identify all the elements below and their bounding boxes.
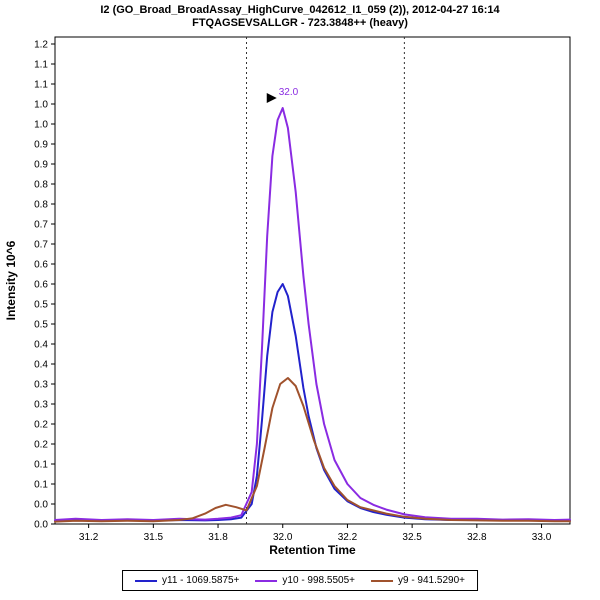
y-tick-label: 0.8 <box>34 180 48 191</box>
peak-apex-arrow-icon <box>266 93 277 103</box>
y-tick-label: 0.0 <box>34 520 48 531</box>
chart-title: I2 (GO_Broad_BroadAssay_HighCurve_042612… <box>100 4 500 16</box>
x-tick-label: 31.2 <box>79 532 99 543</box>
y-tick-label: 0.5 <box>34 300 48 311</box>
y-tick-label: 0.0 <box>34 500 48 511</box>
y-tick-label: 0.4 <box>34 340 48 351</box>
trace-y9[interactable] <box>54 377 571 523</box>
y-tick-label: 1.2 <box>34 40 48 51</box>
legend-swatch-y10 <box>255 579 278 582</box>
legend-item-y11: y11 - 1069.5875+ <box>135 575 239 586</box>
y-tick-label: 0.4 <box>34 360 48 371</box>
x-tick-label: 31.5 <box>144 532 164 543</box>
y-tick-label: 0.9 <box>34 140 48 151</box>
x-tick-label: 32.0 <box>273 532 293 543</box>
plot-area[interactable] <box>54 36 571 525</box>
y-tick-label: 0.8 <box>34 200 48 211</box>
x-tick-label: 33.0 <box>532 532 552 543</box>
y-tick-label: 1.0 <box>34 100 48 111</box>
trace-y10[interactable] <box>54 107 571 521</box>
y-tick-label: 0.7 <box>34 220 48 231</box>
y-tick-label: 0.9 <box>34 160 48 171</box>
y-tick-label: 0.3 <box>34 380 48 391</box>
y-tick-label: 1.0 <box>34 120 48 131</box>
x-tick-label: 32.2 <box>338 532 358 543</box>
legend: y11 - 1069.5875+ y10 - 998.5505+ y9 - 941.… <box>122 570 478 591</box>
legend-label-y9: y9 - 941.5290+ <box>397 575 465 586</box>
y-tick-label: 0.2 <box>34 440 48 451</box>
x-axis-title: Retention Time <box>269 543 356 557</box>
x-tick-label: 32.5 <box>402 532 422 543</box>
legend-label-y11: y11 - 1069.5875+ <box>162 575 240 586</box>
legend-item-y10: y10 - 998.5505+ <box>255 575 355 586</box>
y-tick-label: 0.1 <box>34 460 48 471</box>
y-tick-label: 0.6 <box>34 260 48 271</box>
y-tick-label: 0.2 <box>34 420 48 431</box>
y-tick-label: 1.1 <box>34 80 48 91</box>
legend-item-y9: y9 - 941.5290+ <box>370 575 465 586</box>
legend-swatch-y9 <box>370 579 393 582</box>
chart-subtitle: FTQAGSEVSALLGR - 723.3848++ (heavy) <box>192 17 408 29</box>
x-tick-label: 31.8 <box>208 532 228 543</box>
legend-swatch-y11 <box>135 579 158 582</box>
y-axis-title: Intensity 10^6 <box>4 240 18 320</box>
y-tick-label: 0.6 <box>34 280 48 291</box>
peak-annotation: 32.0 <box>279 87 299 98</box>
x-tick-label: 32.8 <box>467 532 487 543</box>
y-tick-label: 0.1 <box>34 480 48 491</box>
y-tick-label: 0.5 <box>34 320 48 331</box>
y-tick-label: 0.7 <box>34 240 48 251</box>
chromatogram-chart: 1.2 1.1 1.1 1.0 1.0 0.9 0.9 0.8 0.8 0.7 0.7 0.6 0.6 0… <box>4 36 571 557</box>
legend-label-y10: y10 - 998.5505+ <box>282 575 355 586</box>
y-tick-label: 0.3 <box>34 400 48 411</box>
y-tick-label: 1.1 <box>34 60 48 71</box>
